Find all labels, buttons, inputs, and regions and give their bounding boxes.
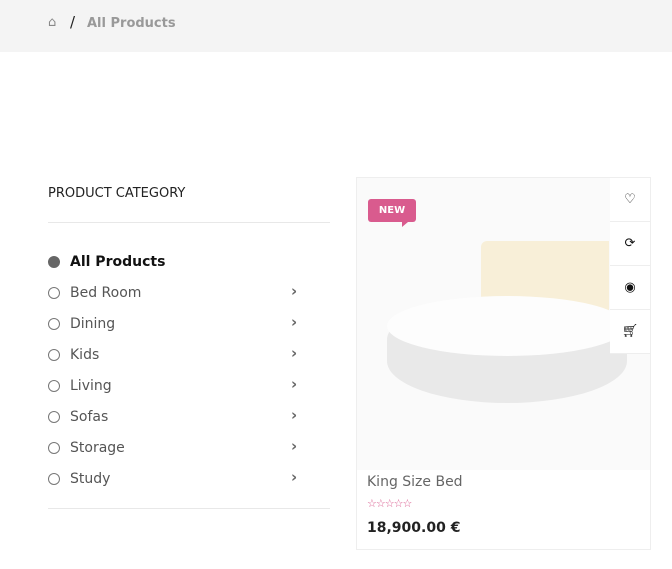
category-label: Kids (70, 347, 100, 363)
category-item[interactable]: Dining › (48, 313, 308, 335)
chevron-right-icon[interactable]: › (291, 468, 298, 486)
category-label: Living (70, 378, 112, 394)
chevron-right-icon[interactable]: › (291, 375, 298, 393)
category-item[interactable]: All Products (48, 253, 308, 273)
radio-icon[interactable] (48, 380, 60, 392)
rating-stars: ☆☆☆☆☆ (367, 497, 412, 510)
category-item[interactable]: Bed Room › (48, 282, 308, 304)
category-item[interactable]: Kids › (48, 344, 308, 366)
new-badge: NEW (368, 199, 416, 227)
radio-icon[interactable] (48, 256, 60, 268)
refresh-icon[interactable]: ⟳ (610, 222, 650, 266)
category-label: Sofas (70, 409, 109, 425)
heart-icon[interactable]: ♡ (610, 178, 650, 222)
chevron-right-icon[interactable]: › (291, 313, 298, 331)
radio-icon[interactable] (48, 349, 60, 361)
radio-icon[interactable] (48, 318, 60, 330)
category-title: PRODUCT CATEGORY (48, 186, 186, 201)
category-item[interactable]: Storage › (48, 437, 308, 459)
chevron-right-icon[interactable]: › (291, 437, 298, 455)
divider (48, 508, 330, 509)
category-label: Dining (70, 316, 116, 332)
bed-mattress (387, 296, 627, 356)
home-icon[interactable]: ⌂ (48, 15, 57, 30)
chevron-right-icon[interactable]: › (291, 406, 298, 424)
product-card[interactable]: NEW ♡ ⟳ ◉ 🛒︎ King Size Bed ☆☆☆☆☆ 18,900.… (356, 177, 651, 550)
product-image[interactable]: NEW ♡ ⟳ ◉ 🛒︎ (357, 178, 650, 470)
product-name[interactable]: King Size Bed (367, 474, 463, 490)
category-label: Bed Room (70, 285, 142, 301)
divider (48, 222, 330, 223)
chevron-right-icon[interactable]: › (291, 344, 298, 362)
chevron-right-icon[interactable]: › (291, 282, 298, 300)
radio-icon[interactable] (48, 287, 60, 299)
breadcrumb-current: All Products (87, 16, 176, 31)
category-item[interactable]: Living › (48, 375, 308, 397)
category-item[interactable]: Sofas › (48, 406, 308, 428)
breadcrumb: ⌂ / All Products (0, 0, 672, 52)
category-label: Storage (70, 440, 125, 456)
radio-icon[interactable] (48, 473, 60, 485)
cart-icon[interactable]: 🛒︎ (610, 310, 650, 354)
category-item[interactable]: Study › (48, 468, 308, 490)
radio-icon[interactable] (48, 411, 60, 423)
category-label: Study (70, 471, 111, 487)
product-price: 18,900.00 € (367, 520, 461, 536)
category-label: All Products (70, 254, 166, 270)
radio-icon[interactable] (48, 442, 60, 454)
eye-icon[interactable]: ◉ (610, 266, 650, 310)
breadcrumb-separator: / (70, 13, 76, 31)
